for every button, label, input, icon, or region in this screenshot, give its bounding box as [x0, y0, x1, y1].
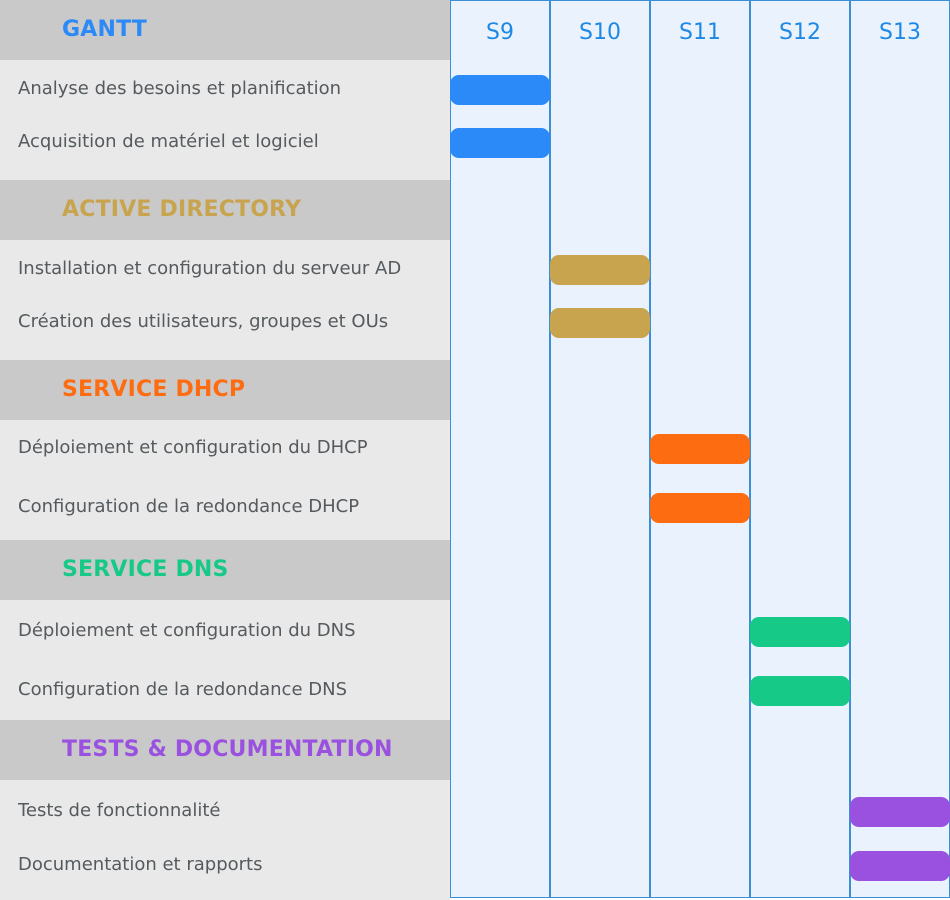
- task-label: Configuration de la redondance DNS: [18, 679, 348, 700]
- week-label: S12: [779, 20, 821, 45]
- week-label: S10: [579, 20, 621, 45]
- task-group: [0, 420, 450, 540]
- section-header: [0, 360, 450, 420]
- week-column: [750, 0, 850, 898]
- task-label: Déploiement et configuration du DNS: [18, 620, 356, 641]
- task-label: Création des utilisateurs, groupes et OU…: [18, 311, 389, 332]
- task-bar: [650, 434, 750, 464]
- task-group: [0, 780, 450, 900]
- task-label: Configuration de la redondance DHCP: [18, 496, 360, 517]
- section-title: GANTT: [62, 17, 148, 42]
- week-label: S9: [486, 20, 514, 45]
- section-header: [0, 720, 450, 780]
- task-group: [0, 600, 450, 720]
- task-bar: [850, 797, 950, 827]
- task-bar: [550, 308, 650, 338]
- week-label: S13: [879, 20, 921, 45]
- task-bar: [450, 75, 550, 105]
- section-title: SERVICE DNS: [62, 557, 229, 582]
- task-label: Tests de fonctionnalité: [18, 800, 221, 821]
- task-bar: [650, 493, 750, 523]
- section-header: [0, 0, 450, 60]
- task-bar: [750, 676, 850, 706]
- section-header: [0, 180, 450, 240]
- section-title: ACTIVE DIRECTORY: [62, 197, 302, 222]
- week-column: [550, 0, 650, 898]
- task-bar: [550, 255, 650, 285]
- week-column: [850, 0, 950, 898]
- task-label: Déploiement et configuration du DHCP: [18, 437, 368, 458]
- section-header: [0, 540, 450, 600]
- task-bar: [750, 617, 850, 647]
- task-label: Acquisition de matériel et logiciel: [18, 131, 319, 152]
- task-bar: [850, 851, 950, 881]
- task-bar: [450, 128, 550, 158]
- section-title: TESTS & DOCUMENTATION: [62, 737, 393, 762]
- task-group: [0, 60, 450, 180]
- task-label: Documentation et rapports: [18, 854, 263, 875]
- task-label: Analyse des besoins et planification: [18, 78, 342, 99]
- task-group: [0, 240, 450, 360]
- week-label: S11: [679, 20, 721, 45]
- section-title: SERVICE DHCP: [62, 377, 246, 402]
- task-label: Installation et configuration du serveur…: [18, 258, 402, 279]
